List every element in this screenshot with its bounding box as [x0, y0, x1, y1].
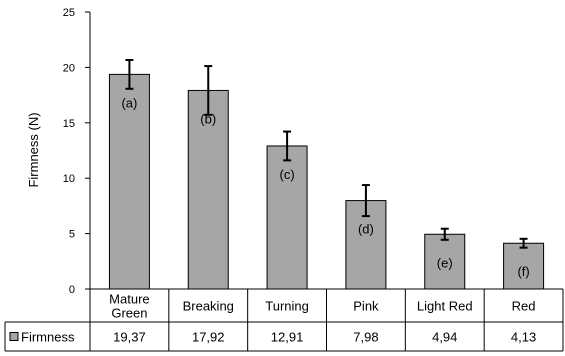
y-tick-label: 10	[63, 173, 75, 185]
category-label: Light Red	[417, 299, 473, 314]
legend-key	[9, 332, 19, 341]
y-axis-label: Firmness (N)	[26, 112, 41, 187]
y-tick-label: 15	[63, 118, 75, 130]
category-label: Pink	[353, 299, 379, 314]
bar	[187, 89, 229, 290]
table-value: 12,91	[271, 330, 304, 345]
table-value: 17,92	[192, 330, 225, 345]
table-value: 19,37	[113, 330, 146, 345]
bars: (a) (b) (c) (d) (e) (f)	[108, 58, 545, 290]
bar-annotation: (b)	[200, 111, 216, 126]
bar-annotation: (e)	[437, 255, 453, 270]
bar	[266, 145, 308, 290]
y-tick-label: 25	[63, 7, 75, 19]
bar-annotation: (d)	[358, 222, 374, 237]
bar	[424, 233, 466, 290]
y-tick-label: 20	[63, 62, 75, 74]
bar	[503, 242, 545, 290]
y-tick-label: 0	[69, 284, 75, 296]
table-value: 7,98	[353, 330, 378, 345]
category-label: Breaking	[183, 299, 234, 314]
bar-annotation: (a)	[121, 95, 137, 110]
bar-annotation: (c)	[279, 167, 294, 182]
bar	[108, 73, 150, 290]
bar-annotation: (f)	[517, 264, 529, 279]
table-value: 4,94	[432, 330, 457, 345]
y-tick-label: 5	[69, 229, 75, 241]
category-label: Red	[512, 299, 536, 314]
category-label: Turning	[265, 299, 309, 314]
bar	[345, 200, 387, 290]
category-label: Green	[111, 306, 147, 321]
legend-series-name: Firmness	[21, 330, 75, 345]
table-value: 4,13	[511, 330, 536, 345]
category-label: Mature	[109, 292, 149, 307]
